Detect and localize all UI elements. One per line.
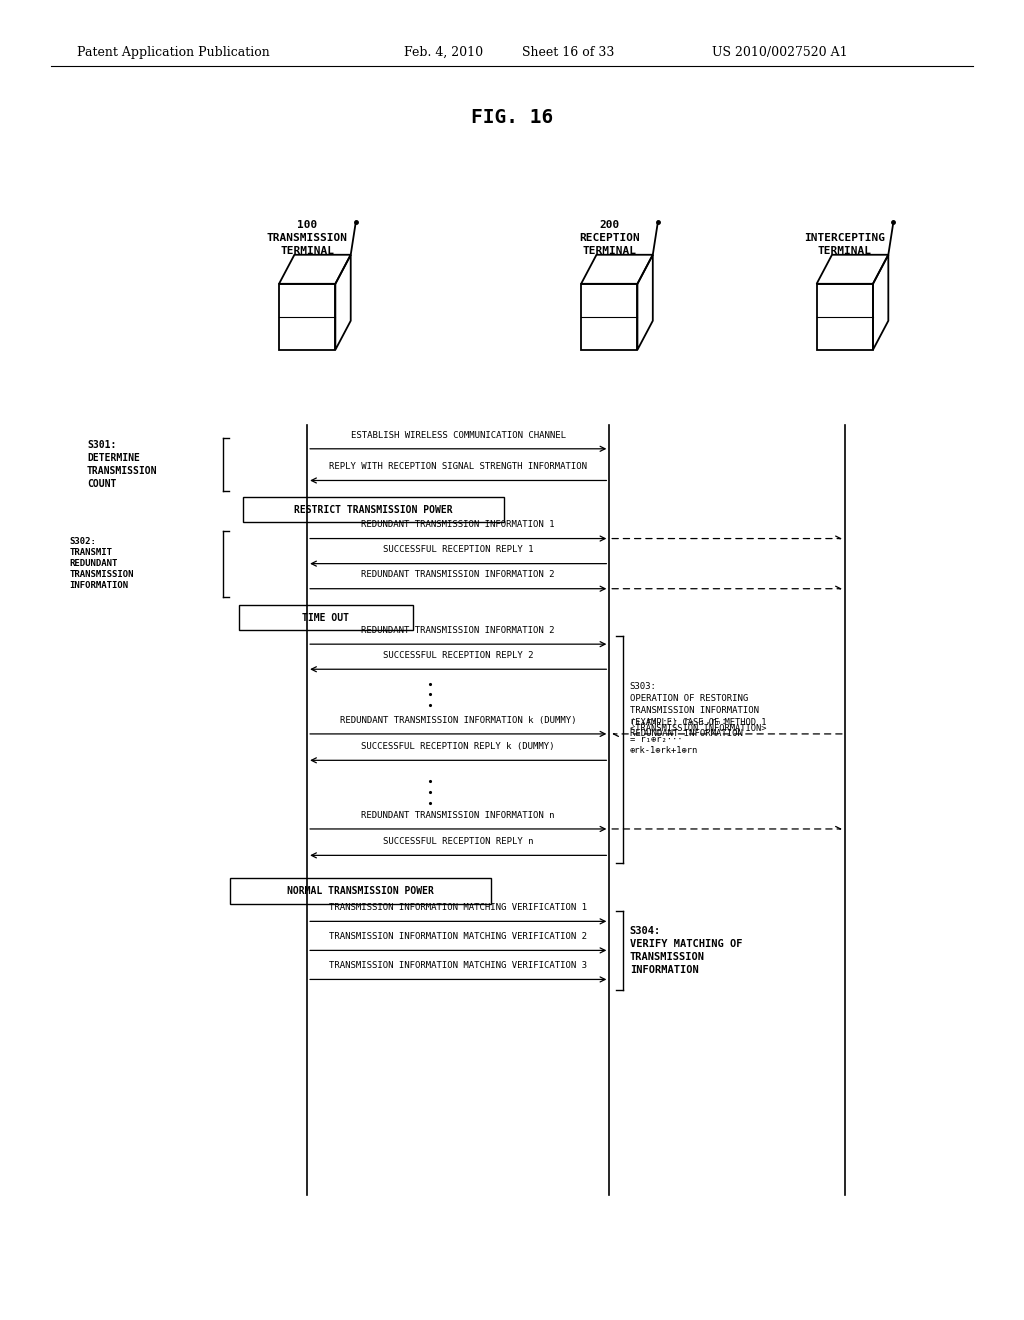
Text: (EXAMPLE) CASE OF METHOD 1: (EXAMPLE) CASE OF METHOD 1 bbox=[630, 718, 766, 727]
Text: S304:
VERIFY MATCHING OF
TRANSMISSION
INFORMATION: S304: VERIFY MATCHING OF TRANSMISSION IN… bbox=[630, 925, 742, 975]
Text: Feb. 4, 2010: Feb. 4, 2010 bbox=[404, 46, 483, 59]
Text: REDUNDANT TRANSMISSION INFORMATION n: REDUNDANT TRANSMISSION INFORMATION n bbox=[361, 810, 555, 820]
Text: US 2010/0027520 A1: US 2010/0027520 A1 bbox=[712, 46, 847, 59]
Text: TRANSMISSION INFORMATION MATCHING VERIFICATION 3: TRANSMISSION INFORMATION MATCHING VERIFI… bbox=[330, 961, 587, 970]
Text: REPLY WITH RECEPTION SIGNAL STRENGTH INFORMATION: REPLY WITH RECEPTION SIGNAL STRENGTH INF… bbox=[330, 462, 587, 471]
Text: RESTRICT TRANSMISSION POWER: RESTRICT TRANSMISSION POWER bbox=[295, 504, 453, 515]
Text: S302:
TRANSMIT
REDUNDANT
TRANSMISSION
INFORMATION: S302: TRANSMIT REDUNDANT TRANSMISSION IN… bbox=[70, 537, 134, 590]
Text: S301:
DETERMINE
TRANSMISSION
COUNT: S301: DETERMINE TRANSMISSION COUNT bbox=[87, 441, 158, 488]
Text: REDUNDANT TRANSMISSION INFORMATION 1: REDUNDANT TRANSMISSION INFORMATION 1 bbox=[361, 520, 555, 529]
Text: TIME OUT: TIME OUT bbox=[302, 612, 349, 623]
Text: TRANSMISSION INFORMATION MATCHING VERIFICATION 2: TRANSMISSION INFORMATION MATCHING VERIFI… bbox=[330, 932, 587, 941]
Text: REDUNDANT TRANSMISSION INFORMATION 2: REDUNDANT TRANSMISSION INFORMATION 2 bbox=[361, 626, 555, 635]
Text: REDUNDANT TRANSMISSION INFORMATION 2: REDUNDANT TRANSMISSION INFORMATION 2 bbox=[361, 570, 555, 579]
Text: NORMAL TRANSMISSION POWER: NORMAL TRANSMISSION POWER bbox=[287, 886, 434, 896]
Text: TRANSMISSION INFORMATION MATCHING VERIFICATION 1: TRANSMISSION INFORMATION MATCHING VERIFI… bbox=[330, 903, 587, 912]
Text: SUCCESSFUL RECEPTION REPLY 1: SUCCESSFUL RECEPTION REPLY 1 bbox=[383, 545, 534, 554]
Text: SUCCESSFUL RECEPTION REPLY n: SUCCESSFUL RECEPTION REPLY n bbox=[383, 837, 534, 846]
Text: S303:
OPERATION OF RESTORING
TRANSMISSION INFORMATION
r₁,r₂,··· rₙ₋₁,rₙ:
REDUNDA: S303: OPERATION OF RESTORING TRANSMISSIO… bbox=[630, 682, 759, 738]
Text: SUCCESSFUL RECEPTION REPLY 2: SUCCESSFUL RECEPTION REPLY 2 bbox=[383, 651, 534, 660]
Text: ESTABLISH WIRELESS COMMUNICATION CHANNEL: ESTABLISH WIRELESS COMMUNICATION CHANNEL bbox=[351, 430, 565, 440]
Text: REDUNDANT TRANSMISSION INFORMATION k (DUMMY): REDUNDANT TRANSMISSION INFORMATION k (DU… bbox=[340, 715, 577, 725]
Text: SUCCESSFUL RECEPTION REPLY k (DUMMY): SUCCESSFUL RECEPTION REPLY k (DUMMY) bbox=[361, 742, 555, 751]
Text: Patent Application Publication: Patent Application Publication bbox=[77, 46, 269, 59]
Text: Sheet 16 of 33: Sheet 16 of 33 bbox=[522, 46, 614, 59]
Text: 100
TRANSMISSION
TERMINAL: 100 TRANSMISSION TERMINAL bbox=[266, 219, 348, 256]
Text: 200
RECEPTION
TERMINAL: 200 RECEPTION TERMINAL bbox=[579, 219, 640, 256]
Text: INTERCEPTING
TERMINAL: INTERCEPTING TERMINAL bbox=[804, 232, 886, 256]
Text: <TRANSMISSION INFORMATION>
= r₁⊕r₂···
⊕rk-1⊕rk+1⊕rn: <TRANSMISSION INFORMATION> = r₁⊕r₂··· ⊕r… bbox=[630, 723, 766, 755]
Text: FIG. 16: FIG. 16 bbox=[471, 108, 553, 127]
